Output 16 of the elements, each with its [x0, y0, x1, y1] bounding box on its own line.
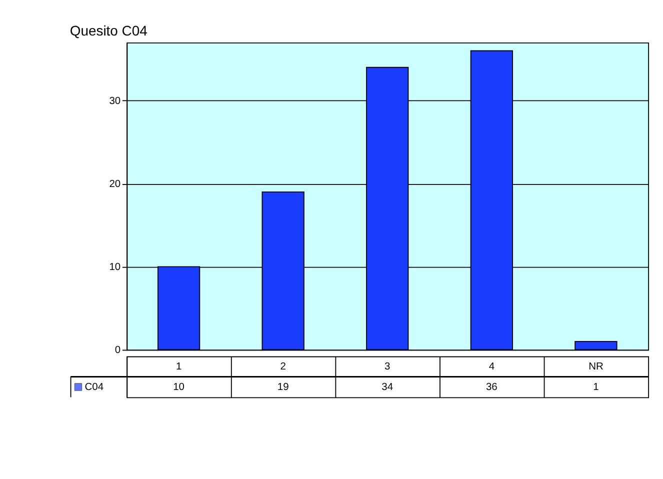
x-tick-label: 2	[280, 361, 286, 372]
y-tick-label: 30	[109, 96, 121, 107]
x-tick-label: 3	[384, 361, 391, 372]
chart-title: Quesito C04	[70, 22, 148, 38]
data-label: 19	[277, 382, 290, 393]
legend-label: C04	[84, 382, 104, 393]
data-label: 34	[382, 382, 394, 393]
data-label: 10	[173, 382, 185, 393]
data-label: 36	[486, 382, 498, 393]
x-tick-label: NR	[588, 361, 604, 372]
y-tick-label: 10	[109, 262, 121, 273]
data-label: 1	[593, 382, 600, 393]
y-tick-label: 20	[109, 178, 121, 190]
x-tick-label: 1	[176, 361, 182, 372]
y-tick-label: 0	[114, 345, 121, 356]
x-tick-label: 4	[488, 361, 495, 372]
